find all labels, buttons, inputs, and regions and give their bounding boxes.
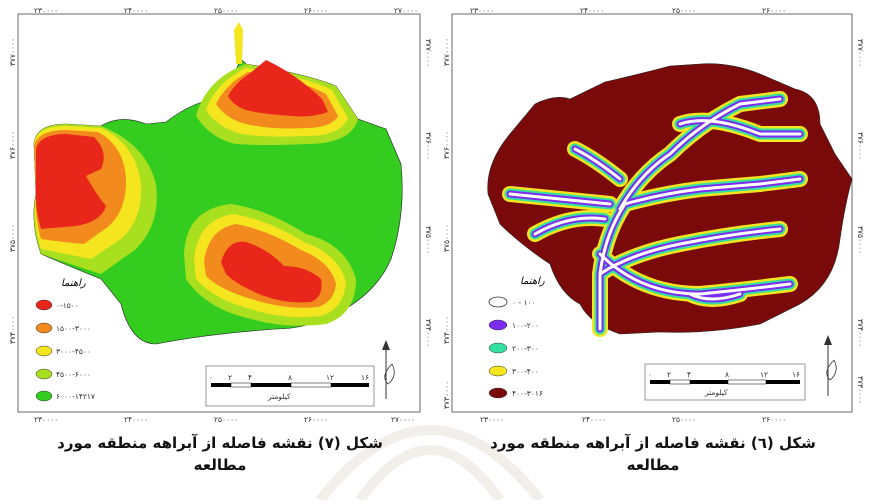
right-top-tick: ۲۳۰۰۰۰ [470,6,494,15]
scale-tick: ۲ [228,373,232,382]
scale-tick: ۴ [248,373,252,382]
right-side-tick: ۳۷۳۰۰۰۰ [856,376,865,404]
left-bottom-tick: ۲۶۰۰۰۰ [304,415,328,424]
right-side-tick: ۳۷۴۰۰۰۰ [442,316,451,344]
legend-swatch [488,342,508,354]
legend-swatch [35,390,53,402]
north-arrow-icon [824,335,837,396]
scale-tick: ۲ [667,370,671,379]
left-top-tick: ۲۵۰۰۰۰ [214,6,238,15]
legend-swatch [488,365,508,377]
legend-swatch [488,319,508,331]
right-side-tick: ۳۷۶۰۰۰۰ [442,131,451,159]
right-bottom-tick: ۲۵۰۰۰۰ [672,415,696,424]
left-legend: ۰-۱۵۰۰ ۱۵۰۰-۳۰۰۰ ۳۰۰۰-۴۵۰۰ ۴۵۰۰-۶۰۰۰ ۶۰۰… [35,299,95,402]
left-map-panel: ۲۳۰۰۰۰ ۲۴۰۰۰۰ ۲۵۰۰۰۰ ۲۶۰۰۰۰ ۲۷۰۰۰۰ ۲۳۰۰۰… [6,4,431,424]
right-legend: ۰ - ۱۰۰ ۱۰۰-۲۰۰ ۲۰۰-۳۰۰ ۳۰۰-۴۰۰ ۴۰۰-۳۰۱۶ [488,296,543,399]
scale-tick: ۱۶ [361,373,369,382]
left-side-tick: ۳۷۷۰۰۰۰ [424,39,431,67]
left-map-svg: ۲۳۰۰۰۰ ۲۴۰۰۰۰ ۲۵۰۰۰۰ ۲۶۰۰۰۰ ۲۷۰۰۰۰ ۲۳۰۰۰… [6,4,431,424]
legend-label: ۰-۱۵۰۰ [56,301,79,310]
left-side-tick: ۳۷۶۰۰۰۰ [424,132,431,160]
right-bottom-tick: ۲۶۰۰۰۰ [762,415,786,424]
watermark-logo [300,380,560,504]
scale-tick: ۰ [648,370,652,379]
left-bottom-tick: ۲۳۰۰۰۰ [34,415,58,424]
right-scale-bar: ۰ ۲ ۴ ۸ ۱۲ ۱۶ کیلومتر [644,363,806,401]
right-top-tick: ۲۵۰۰۰۰ [672,6,696,15]
legend-swatch [35,322,53,334]
left-figure-caption: شکل (۷) نقشه فاصله از آبراهه منطقه مورد … [10,432,430,476]
scale-tick: ۰ [209,373,213,382]
legend-label: ۲۰۰-۳۰۰ [512,344,539,353]
left-bottom-tick: ۲۷۰۰۰۰ [391,415,415,424]
left-top-tick: ۲۷۰۰۰۰ [394,6,418,15]
right-legend-title: راهنما [520,276,545,287]
caption-line: شکل (۷) نقشه فاصله از آبراهه منطقه مورد [57,434,383,452]
left-top-tick: ۲۶۰۰۰۰ [304,6,328,15]
left-side-tick: ۳۷۷۰۰۰۰ [8,38,17,66]
right-side-tick: ۳۷۷۰۰۰۰ [442,38,451,66]
caption-line: مطالعه [193,456,247,474]
legend-swatch [35,345,53,357]
left-top-tick: ۲۴۰۰۰۰ [124,6,148,15]
right-map-frame [451,13,853,413]
legend-label: ۱۵۰۰-۳۰۰۰ [56,324,91,333]
drainage-network [502,91,808,337]
left-bottom-tick: ۲۴۰۰۰۰ [124,415,148,424]
legend-label: ۳۰۰۰-۴۵۰۰ [56,347,91,356]
caption-line: شکل (٦) نقشه فاصله از آبراهه منطقه مورد [490,434,816,452]
right-side-tick: ۳۷۵۰۰۰۰ [856,226,865,254]
north-arrow-icon [382,340,395,399]
left-top-tick: ۲۳۰۰۰۰ [34,6,58,15]
legend-label: ۴۵۰۰-۶۰۰۰ [56,370,91,379]
right-side-tick: ۳۷۵۰۰۰۰ [442,224,451,252]
right-map-panel: ۲۳۰۰۰۰ ۲۴۰۰۰۰ ۲۵۰۰۰۰ ۲۶۰۰۰۰ ۲۳۰۰۰۰ ۲۴۰۰۰… [440,4,865,424]
scale-unit: کیلومتر [704,388,728,397]
legend-label: ۶۰۰۰-۱۴۲۱۷ [56,392,95,401]
left-side-tick: ۳۷۵۰۰۰۰ [424,226,431,254]
scale-tick: ۱۶ [792,370,800,379]
legend-label: ۰ - ۱۰۰ [512,298,536,307]
scale-tick: ۱۲ [326,373,334,382]
legend-swatch [35,299,53,311]
scale-tick: ۸ [288,373,292,382]
left-legend-title: راهنما [61,278,86,289]
caption-line: مطالعه [626,456,680,474]
scale-tick: ۸ [725,370,729,379]
right-bottom-tick: ۲۴۰۰۰۰ [582,415,606,424]
right-top-tick: ۲۴۰۰۰۰ [580,6,604,15]
right-bottom-tick: ۲۳۰۰۰۰ [480,415,504,424]
right-side-tick: ۳۷۷۰۰۰۰ [856,39,865,67]
left-map-frame [17,13,421,413]
scale-tick: ۱۲ [760,370,768,379]
right-top-tick: ۲۶۰۰۰۰ [762,6,786,15]
left-bottom-tick: ۲۵۰۰۰۰ [214,415,238,424]
right-side-tick: ۳۷۳۰۰۰۰ [442,381,451,409]
left-scale-bar: ۰ ۲ ۴ ۸ ۱۲ ۱۶ کیلومتر [205,365,375,407]
legend-label: ۴۰۰-۳۰۱۶ [512,389,543,398]
right-figure-caption: شکل (٦) نقشه فاصله از آبراهه منطقه مورد … [443,432,863,476]
legend-swatch [488,387,508,399]
left-side-tick: ۳۷۵۰۰۰۰ [8,224,17,252]
legend-swatch [35,368,53,380]
legend-label: ۱۰۰-۲۰۰ [512,321,539,330]
left-side-tick: ۳۷۶۰۰۰۰ [8,131,17,159]
scale-unit: کیلومتر [267,392,291,401]
right-side-tick: ۳۷۴۰۰۰۰ [856,319,865,347]
legend-label: ۳۰۰-۴۰۰ [512,367,539,376]
scale-tick: ۴ [687,370,691,379]
right-map-svg: ۲۳۰۰۰۰ ۲۴۰۰۰۰ ۲۵۰۰۰۰ ۲۶۰۰۰۰ ۲۳۰۰۰۰ ۲۴۰۰۰… [440,4,865,424]
right-side-tick: ۳۷۶۰۰۰۰ [856,132,865,160]
left-side-tick: ۳۷۴۰۰۰۰ [8,316,17,344]
legend-swatch [488,296,508,308]
left-side-tick: ۳۷۴۰۰۰۰ [424,319,431,347]
